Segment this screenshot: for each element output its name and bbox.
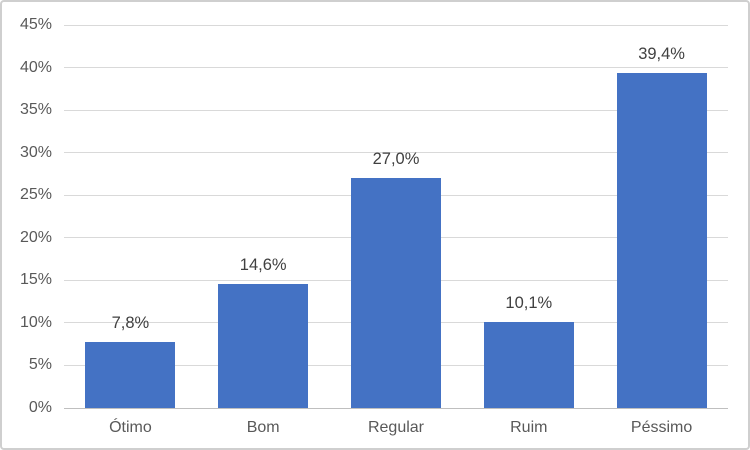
category-label-bom: Bom xyxy=(246,419,280,436)
y-tick-label: 10% xyxy=(19,313,52,331)
bar-value-label: 10,1% xyxy=(505,294,553,313)
category-label-ótimo: Ótimo xyxy=(109,419,152,436)
x-axis-line xyxy=(64,407,728,409)
gridline xyxy=(64,24,728,26)
y-tick-label: 45% xyxy=(19,16,52,33)
gridline xyxy=(64,67,728,69)
bar-péssimo xyxy=(616,72,707,408)
bar-value-label: 27,0% xyxy=(372,150,420,169)
y-tick-label: 15% xyxy=(19,271,52,289)
bar-ótimo xyxy=(85,341,176,408)
bar-value-label: 39,4% xyxy=(638,44,685,63)
category-label-regular: Regular xyxy=(367,419,424,436)
bar-regular xyxy=(351,178,441,408)
gridline xyxy=(64,152,728,154)
y-tick-label: 5% xyxy=(28,356,52,374)
bar-bom xyxy=(218,283,309,408)
bar-value-label: 14,6% xyxy=(239,255,287,274)
category-label-péssimo: Péssimo xyxy=(630,419,693,436)
y-tick-label: 35% xyxy=(19,101,52,119)
plot-area: 7,8% 14,6% 27,0% 10,1% 39,4% xyxy=(64,24,728,409)
category-label-ruim: Ruim xyxy=(510,419,548,436)
bar-ruim xyxy=(483,322,574,408)
gridline xyxy=(64,109,728,111)
y-tick-label: 40% xyxy=(19,58,52,76)
y-tick-label: 30% xyxy=(19,143,52,161)
y-tick-label: 0% xyxy=(28,399,52,416)
bar-value-label: 7,8% xyxy=(111,313,150,332)
y-tick-label: 25% xyxy=(19,186,52,204)
y-tick-label: 20% xyxy=(19,228,52,246)
